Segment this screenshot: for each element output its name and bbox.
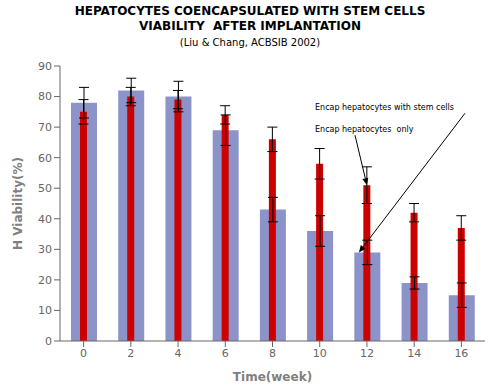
svg-text:60: 60 (38, 152, 52, 165)
html-text:VIABILITY AFTER IMPLANTATION: VIABILITY AFTER IMPLANTATION (139, 19, 361, 33)
svg-text:Encap hepatocytes only: Encap hepatocytes only (315, 125, 414, 134)
svg-text:10: 10 (313, 347, 327, 360)
svg-text:Encap hepatocytes with stem ce: Encap hepatocytes with stem cells (315, 103, 454, 112)
svg-text:50: 50 (38, 182, 52, 195)
svg-text:0: 0 (80, 347, 87, 360)
svg-text:90: 90 (38, 60, 52, 73)
svg-text:20: 20 (38, 274, 52, 287)
svg-text:70: 70 (38, 121, 52, 134)
svg-text:4: 4 (175, 347, 182, 360)
svg-text:Time(week): Time(week) (233, 370, 312, 384)
svg-text:16: 16 (454, 347, 468, 360)
html-text:(Liu & Chang, ACBSIB 2002): (Liu & Chang, ACBSIB 2002) (179, 37, 321, 48)
svg-text:40: 40 (38, 213, 52, 226)
svg-text:H Viability(%): H Viability(%) (11, 157, 25, 250)
svg-text:12: 12 (360, 347, 374, 360)
svg-text:10: 10 (38, 304, 52, 317)
svg-text:14: 14 (407, 347, 421, 360)
svg-text:80: 80 (38, 90, 52, 103)
svg-text:0: 0 (45, 335, 52, 348)
svg-text:6: 6 (222, 347, 229, 360)
svg-text:2: 2 (127, 347, 134, 360)
html-text:HEPATOCYTES COENCAPSULATED WIT: HEPATOCYTES COENCAPSULATED WITH STEM CEL… (74, 4, 426, 18)
svg-text:30: 30 (38, 243, 52, 256)
svg-text:8: 8 (269, 347, 276, 360)
